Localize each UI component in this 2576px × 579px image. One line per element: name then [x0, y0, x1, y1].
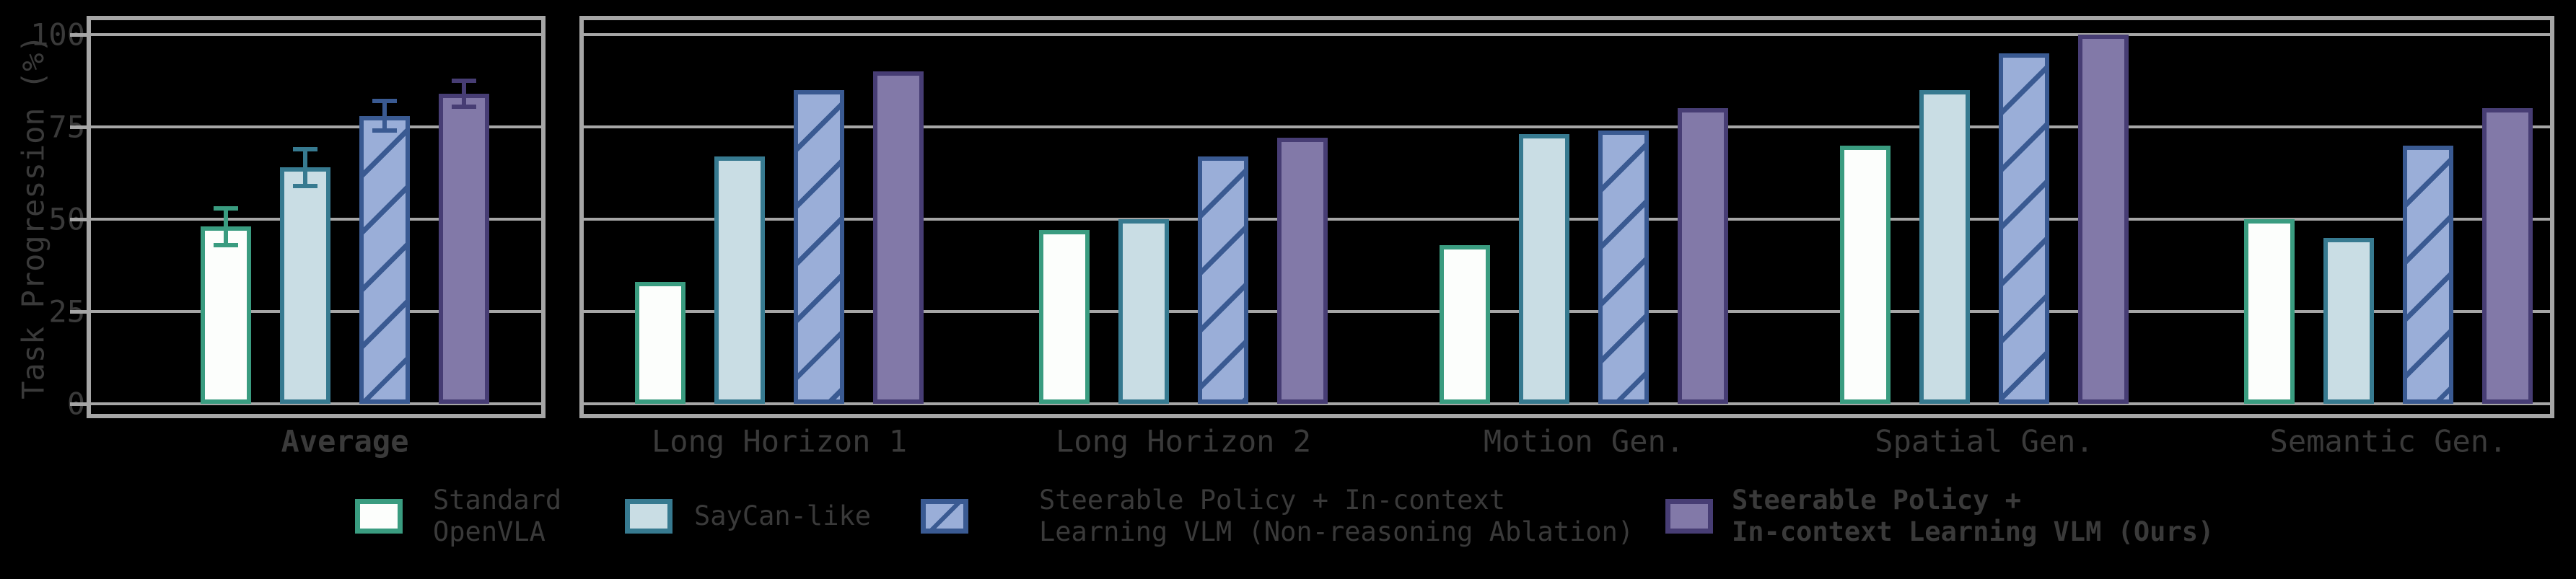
- bar-standard-openvla-spatial-gen: [1840, 145, 1891, 404]
- legend-swatch-steerable-policy-in-context-learning-vlm-non-reasoning-ablation: [921, 499, 968, 534]
- bar-saycan-like-average: [280, 167, 330, 404]
- bar-steerable-policy-in-context-learning-vlm-non-reasoning-ablation-semantic-gen: [2403, 145, 2453, 404]
- error-cap-low-steerable-policy-in-context-learning-vlm-ours: [452, 104, 476, 109]
- bar-steerable-policy-in-context-learning-vlm-ours-spatial-gen: [2078, 35, 2129, 404]
- bar-steerable-policy-in-context-learning-vlm-non-reasoning-ablation-long-horizon-2: [1198, 156, 1248, 404]
- panel-tasks: [579, 16, 2554, 418]
- category-label-long-horizon-2: Long Horizon 2: [1055, 423, 1312, 459]
- gridline-0: [584, 402, 2550, 405]
- panel-average: [87, 16, 546, 418]
- error-cap-low-steerable-policy-in-context-learning-vlm-non-reasoning-ablation: [372, 128, 397, 133]
- bar-standard-openvla-long-horizon-1: [635, 282, 685, 404]
- category-label-semantic-gen: Semantic Gen.: [2269, 423, 2507, 459]
- error-cap-high-steerable-policy-in-context-learning-vlm-non-reasoning-ablation: [372, 99, 397, 104]
- error-cap-high-standard-openvla: [214, 205, 238, 211]
- legend-label-standard-openvla: Standard OpenVLA: [433, 485, 562, 547]
- bar-saycan-like-motion-gen: [1519, 134, 1569, 404]
- category-label-long-horizon-1: Long Horizon 1: [651, 423, 908, 459]
- bar-standard-openvla-semantic-gen: [2244, 219, 2295, 404]
- gridline-75: [91, 125, 541, 128]
- bar-steerable-policy-in-context-learning-vlm-non-reasoning-ablation-spatial-gen: [1999, 53, 2049, 404]
- bar-standard-openvla-average: [201, 226, 251, 404]
- error-cap-low-standard-openvla: [214, 242, 238, 247]
- legend-label-steerable-policy-in-context-learning-vlm-ours: Steerable Policy + In-context Learning V…: [1732, 485, 2214, 547]
- error-bar-standard-openvla: [224, 208, 228, 245]
- y-tick-mark-25: [70, 309, 89, 314]
- legend-swatch-steerable-policy-in-context-learning-vlm-ours: [1665, 499, 1713, 534]
- bar-steerable-policy-in-context-learning-vlm-non-reasoning-ablation-average: [359, 115, 410, 404]
- gridline-100: [584, 33, 2550, 36]
- y-tick-mark-0: [70, 402, 89, 406]
- category-label-spatial-gen: Spatial Gen.: [1875, 423, 2094, 459]
- bar-saycan-like-long-horizon-1: [714, 156, 765, 404]
- bar-steerable-policy-in-context-learning-vlm-ours-semantic-gen: [2482, 108, 2533, 404]
- bar-standard-openvla-motion-gen: [1440, 244, 1490, 404]
- legend-label-steerable-policy-in-context-learning-vlm-non-reasoning-ablation: Steerable Policy + In-context Learning V…: [1039, 485, 1634, 547]
- error-cap-high-steerable-policy-in-context-learning-vlm-ours: [452, 79, 476, 83]
- gridline-100: [91, 33, 541, 36]
- gridline-75: [584, 125, 2550, 128]
- error-bar-steerable-policy-in-context-learning-vlm-non-reasoning-ablation: [382, 101, 387, 131]
- category-label-motion-gen: Motion Gen.: [1483, 423, 1685, 459]
- gridline-0: [91, 402, 541, 405]
- bar-steerable-policy-in-context-learning-vlm-ours-motion-gen: [1678, 108, 1728, 404]
- y-tick-mark-75: [70, 125, 89, 129]
- y-tick-mark-50: [70, 217, 89, 221]
- legend-swatch-saycan-like: [625, 499, 673, 534]
- bar-saycan-like-spatial-gen: [1919, 89, 1970, 404]
- legend-swatch-standard-openvla: [355, 499, 403, 534]
- error-bar-steerable-policy-in-context-learning-vlm-ours: [462, 81, 466, 107]
- bar-steerable-policy-in-context-learning-vlm-ours-long-horizon-2: [1277, 138, 1328, 404]
- bar-steerable-policy-in-context-learning-vlm-non-reasoning-ablation-motion-gen: [1598, 131, 1649, 404]
- bar-steerable-policy-in-context-learning-vlm-non-reasoning-ablation-long-horizon-1: [794, 89, 844, 404]
- bar-steerable-policy-in-context-learning-vlm-ours-average: [439, 93, 489, 404]
- error-cap-high-saycan-like: [293, 146, 317, 151]
- bar-steerable-policy-in-context-learning-vlm-ours-long-horizon-1: [873, 71, 924, 404]
- bar-standard-openvla-long-horizon-2: [1039, 230, 1090, 404]
- error-bar-saycan-like: [303, 149, 307, 186]
- category-label-average: Average: [281, 423, 409, 459]
- error-cap-low-saycan-like: [293, 183, 317, 188]
- bar-saycan-like-semantic-gen: [2323, 237, 2374, 404]
- y-tick-mark-100: [70, 32, 89, 37]
- legend-label-saycan-like: SayCan-like: [694, 500, 872, 531]
- bar-saycan-like-long-horizon-2: [1118, 219, 1169, 404]
